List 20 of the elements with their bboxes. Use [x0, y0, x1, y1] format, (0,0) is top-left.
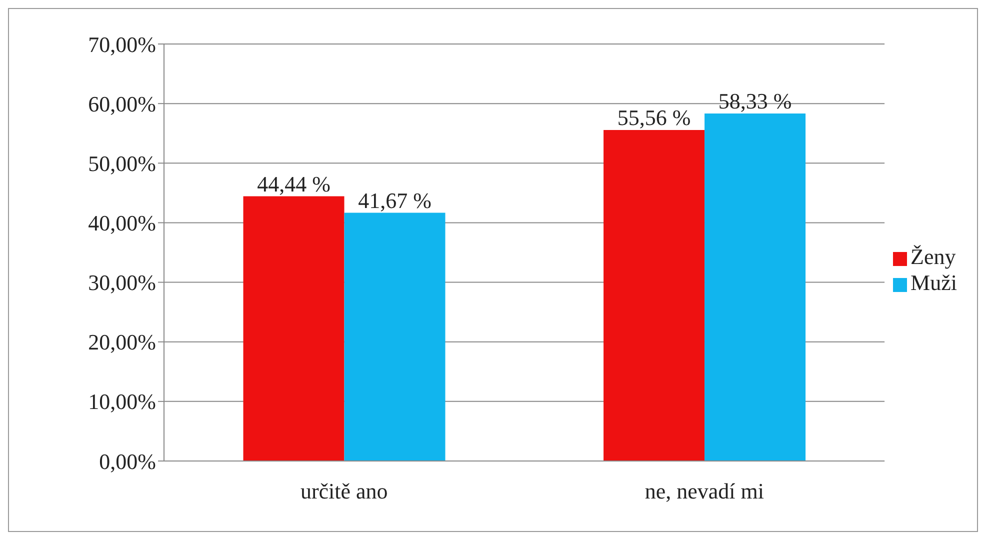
y-tick-label: 10,00% — [88, 389, 156, 414]
legend-label: Muži — [910, 270, 957, 295]
data-label: 58,33 % — [718, 88, 792, 114]
y-tick-label: 30,00% — [88, 270, 156, 296]
x-tick-label: určitě ano — [300, 478, 388, 504]
y-tick-label: 70,00% — [88, 32, 156, 57]
y-tick-label: 50,00% — [88, 150, 156, 176]
y-tick-label: 60,00% — [88, 91, 156, 116]
x-tick-label: ne, nevadí mi — [644, 478, 764, 504]
bar — [344, 212, 446, 461]
bar — [243, 196, 344, 461]
y-tick-label: 20,00% — [88, 330, 156, 355]
bar — [604, 130, 705, 461]
data-label: 55,56 % — [617, 105, 691, 130]
data-label: 41,67 % — [358, 188, 432, 213]
y-tick-label: 0,00% — [99, 448, 156, 474]
data-label: 44,44 % — [257, 171, 330, 196]
bar — [704, 114, 806, 461]
legend-label: Ženy — [910, 244, 956, 269]
y-tick-label: 40,00% — [88, 210, 156, 236]
